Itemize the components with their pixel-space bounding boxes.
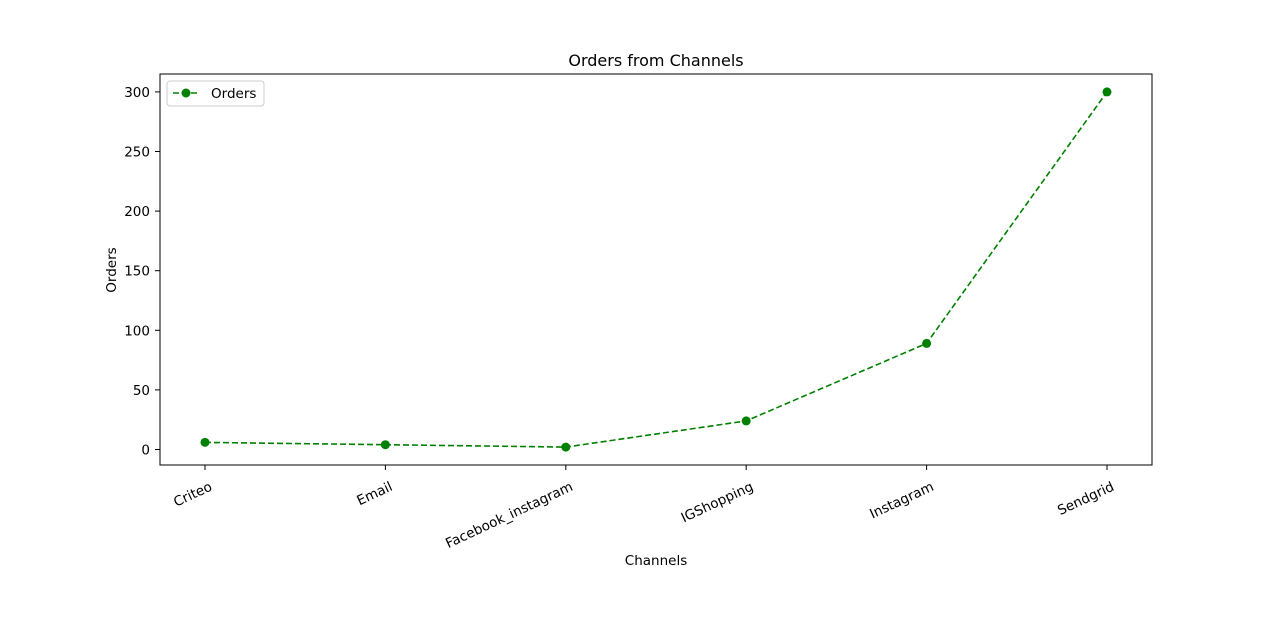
- x-tick-label: Instagram: [867, 479, 936, 523]
- legend-marker-orders: [181, 88, 191, 98]
- plot-area-frame: [159, 73, 1153, 466]
- data-point-instagram: [922, 338, 932, 348]
- data-point-email: [380, 440, 390, 450]
- y-tick-label: 100: [124, 323, 150, 339]
- x-tick-label: Email: [354, 479, 395, 509]
- data-point-criteo: [200, 437, 210, 447]
- chart-title: Orders from Channels: [568, 51, 743, 70]
- y-axis-title: Orders: [104, 247, 120, 292]
- x-tick-label: Facebook_instagram: [443, 479, 575, 552]
- y-tick-label: 150: [124, 264, 150, 280]
- x-tick-label: IGShopping: [679, 479, 756, 526]
- data-point-facebook-instagram: [561, 442, 571, 452]
- x-axis: Criteo Email Facebook_instagram IGShopping I…: [171, 465, 1117, 552]
- y-tick-label: 250: [124, 144, 150, 160]
- data-point-igshopping: [741, 416, 751, 426]
- y-tick-label: 0: [141, 443, 150, 459]
- legend: Orders: [166, 80, 265, 107]
- x-tick-label: Criteo: [171, 479, 215, 511]
- y-axis: 0 50 100 150 200 250 300: [124, 85, 160, 459]
- y-tick-label: 50: [133, 383, 150, 399]
- y-tick-label: 300: [124, 85, 150, 101]
- legend-box: [166, 80, 265, 107]
- x-axis-title: Channels: [625, 553, 687, 569]
- x-tick-label: Sendgrid: [1055, 479, 1117, 519]
- legend-label-orders: Orders: [211, 86, 256, 102]
- series-line-orders: [204, 91, 1108, 448]
- y-tick-label: 200: [124, 204, 150, 220]
- series-orders: [200, 87, 1112, 452]
- data-point-sendgrid: [1102, 87, 1112, 97]
